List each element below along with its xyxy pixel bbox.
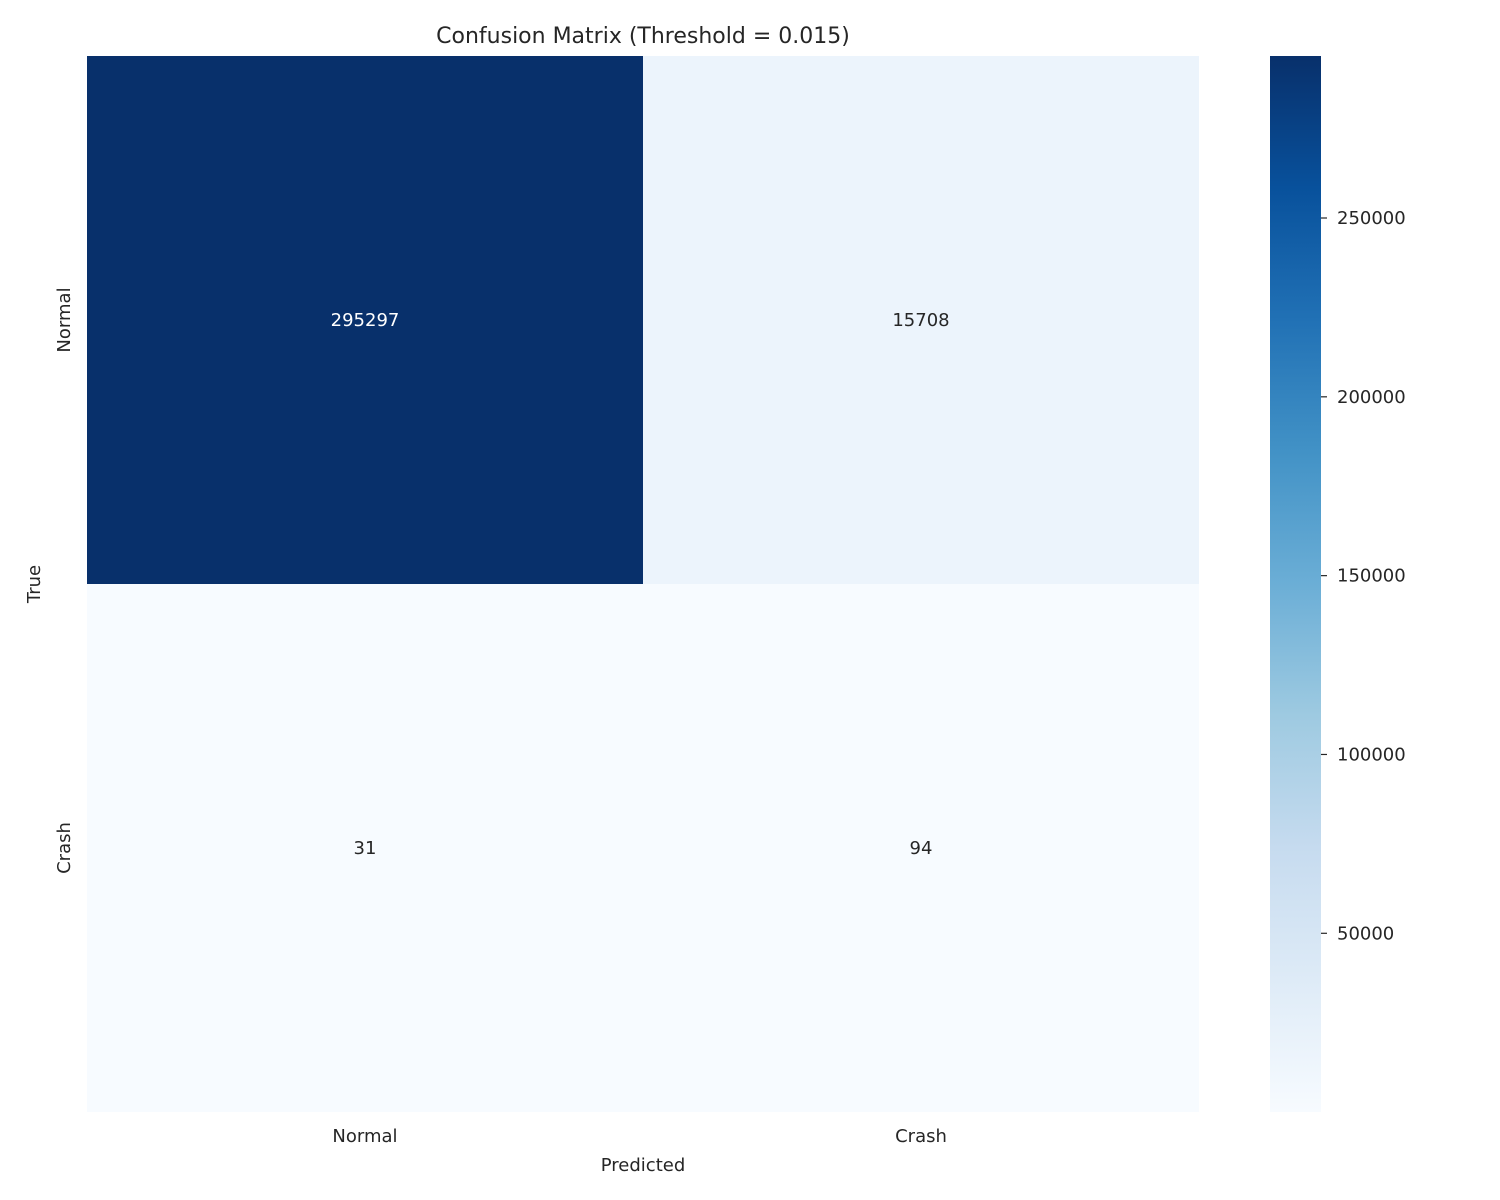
cell-value-label: 295297 [331,310,400,331]
colorbar-tick-label: 150000 [1337,566,1406,587]
heatmap-cell [87,584,643,1112]
heatmap-cell [643,584,1199,1112]
y-tick-label: Crash [54,822,75,874]
colorbar [1270,56,1321,1112]
colorbar-tick-label: 100000 [1337,744,1406,765]
x-tick-label: Normal [332,1126,397,1147]
heatmap-cells [87,56,1199,1112]
y-axis-label: True [24,565,45,604]
x-axis-ticks: Normal Crash [332,1126,946,1147]
chart-title: Confusion Matrix (Threshold = 0.015) [436,24,850,49]
x-axis-label: Predicted [601,1155,686,1176]
y-tick-label: Normal [54,287,75,352]
cell-value-label: 94 [910,838,933,859]
cell-value-label: 15708 [892,310,949,331]
heatmap-cell [87,56,643,584]
cell-value-label: 31 [354,838,377,859]
colorbar-tick-label: 50000 [1337,923,1394,944]
y-axis-ticks: Normal Crash [54,287,75,873]
heatmap-cell-labels: 295297 15708 31 94 [331,310,950,859]
heatmap-cell [643,56,1199,584]
colorbar-tick-label: 250000 [1337,208,1406,229]
colorbar-tick-label: 200000 [1337,387,1406,408]
x-tick-label: Crash [895,1126,947,1147]
colorbar-ticks: 50000 100000 150000 200000 250000 [1321,208,1406,944]
